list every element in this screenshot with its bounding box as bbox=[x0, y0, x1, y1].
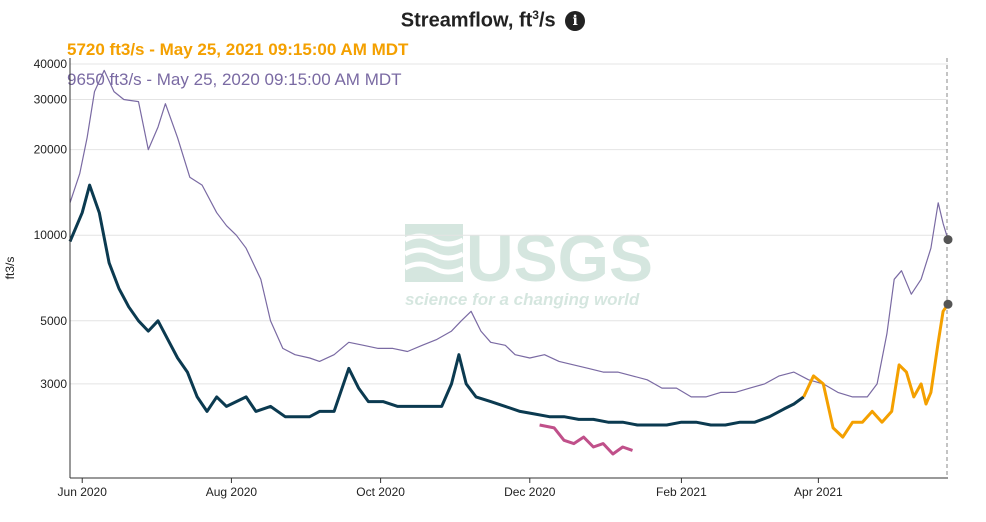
x-tick-label: Feb 2021 bbox=[656, 485, 707, 499]
tooltip-compare-value: 9650 ft3/s - May 25, 2020 09:15:00 AM MD… bbox=[67, 70, 402, 89]
chart-title: Streamflow, ft3/s i bbox=[0, 8, 986, 33]
x-tick-label: Apr 2021 bbox=[794, 485, 843, 499]
y-tick-label: 20000 bbox=[34, 143, 68, 157]
compare-hover-marker bbox=[943, 235, 953, 245]
y-tick-label: 3000 bbox=[40, 377, 67, 391]
info-icon[interactable]: i bbox=[565, 10, 586, 31]
series-provisional bbox=[802, 303, 950, 439]
series-estimated bbox=[539, 423, 633, 456]
usgs-logo-waves bbox=[403, 233, 465, 275]
x-tick-label: Dec 2020 bbox=[504, 485, 556, 499]
y-tick-label: 40000 bbox=[34, 57, 68, 71]
series-approved bbox=[68, 183, 805, 427]
tooltip-current-value: 5720 ft3/s - May 25, 2021 09:15:00 AM MD… bbox=[67, 40, 409, 59]
usgs-tagline: science for a changing world bbox=[405, 290, 640, 309]
x-tick-label: Oct 2020 bbox=[356, 485, 405, 499]
x-tick-label: Aug 2020 bbox=[206, 485, 258, 499]
usgs-watermark: USGS science for a changing world bbox=[403, 221, 653, 309]
x-tick-label: Jun 2020 bbox=[58, 485, 108, 499]
y-tick-label: 30000 bbox=[34, 93, 68, 107]
usgs-logo-text: USGS bbox=[466, 221, 653, 295]
current-hover-marker bbox=[943, 299, 953, 309]
y-axis-label: ft3/s bbox=[3, 257, 17, 280]
y-tick-label: 5000 bbox=[40, 314, 67, 328]
series-prior-year bbox=[69, 69, 949, 398]
y-tick-label: 10000 bbox=[34, 228, 68, 242]
usgs-logo-mark bbox=[405, 224, 463, 282]
